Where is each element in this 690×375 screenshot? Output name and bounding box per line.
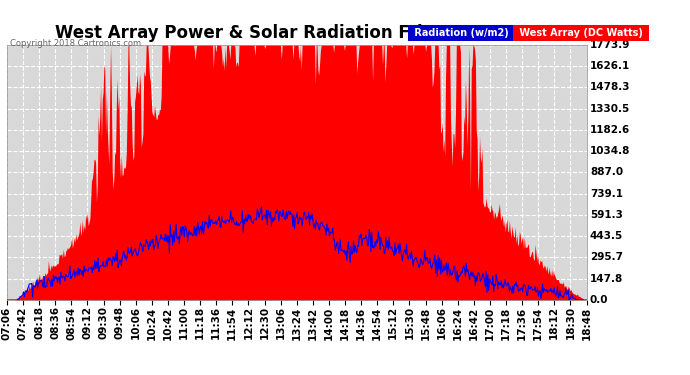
Text: 887.0: 887.0 (590, 168, 623, 177)
Text: West Array Power & Solar Radiation Fri Mar 16 18:56: West Array Power & Solar Radiation Fri M… (55, 24, 552, 42)
Text: Radiation (w/m2): Radiation (w/m2) (411, 28, 512, 38)
Text: 1773.9: 1773.9 (590, 40, 631, 50)
Text: Copyright 2018 Cartronics.com: Copyright 2018 Cartronics.com (10, 39, 141, 48)
Text: 295.7: 295.7 (590, 252, 623, 262)
Text: 443.5: 443.5 (590, 231, 623, 241)
Text: 1182.6: 1182.6 (590, 125, 630, 135)
Text: 1330.5: 1330.5 (590, 104, 630, 114)
Text: 1626.1: 1626.1 (590, 61, 630, 71)
Text: West Array (DC Watts): West Array (DC Watts) (516, 28, 647, 38)
Text: 591.3: 591.3 (590, 210, 623, 220)
Text: 1034.8: 1034.8 (590, 146, 631, 156)
Text: 739.1: 739.1 (590, 189, 623, 199)
Text: 147.8: 147.8 (590, 274, 623, 284)
Text: 0.0: 0.0 (590, 295, 609, 305)
Text: 1478.3: 1478.3 (590, 82, 631, 93)
